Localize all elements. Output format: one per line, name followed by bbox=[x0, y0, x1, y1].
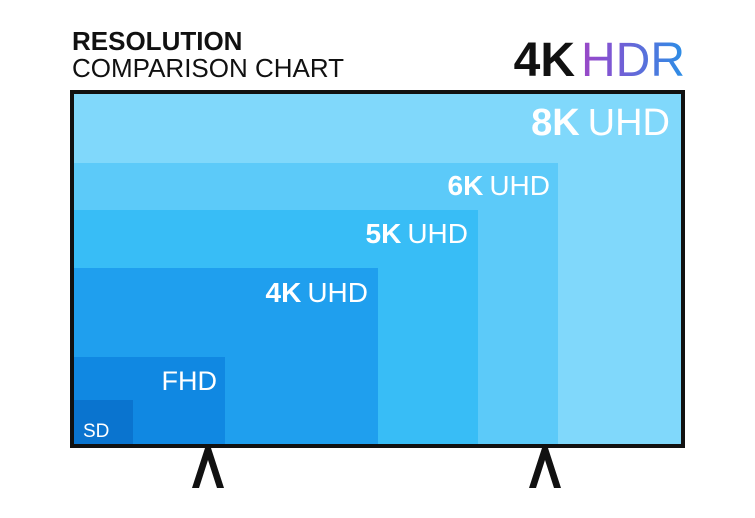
label-suffix: UHD bbox=[489, 170, 550, 201]
screen-sd bbox=[74, 400, 133, 444]
tv-leg bbox=[192, 448, 224, 488]
subtitle: COMPARISON CHART bbox=[72, 53, 344, 83]
title: RESOLUTION bbox=[72, 26, 242, 56]
label-5k: 5K UHD bbox=[366, 218, 468, 249]
label-bold: 6K bbox=[448, 170, 484, 201]
tv-leg bbox=[529, 448, 561, 488]
label-suffix: UHD bbox=[307, 277, 368, 308]
label-8k: 8K UHD bbox=[531, 102, 670, 144]
label-bold: 8K bbox=[531, 102, 580, 144]
logo-text: HDR bbox=[581, 34, 685, 87]
logo: 4K HDR bbox=[514, 34, 685, 87]
logo-bold: 4K bbox=[514, 34, 576, 87]
label-fhd: FHD bbox=[162, 366, 218, 396]
label-suffix: UHD bbox=[407, 218, 468, 249]
label-4k: 4K UHD bbox=[266, 277, 368, 308]
label-6k: 6K UHD bbox=[448, 170, 550, 201]
label-suffix: UHD bbox=[588, 102, 670, 144]
label-sd: SD bbox=[83, 421, 109, 442]
label-bold: 5K bbox=[366, 218, 402, 249]
label-bold: 4K bbox=[266, 277, 302, 308]
